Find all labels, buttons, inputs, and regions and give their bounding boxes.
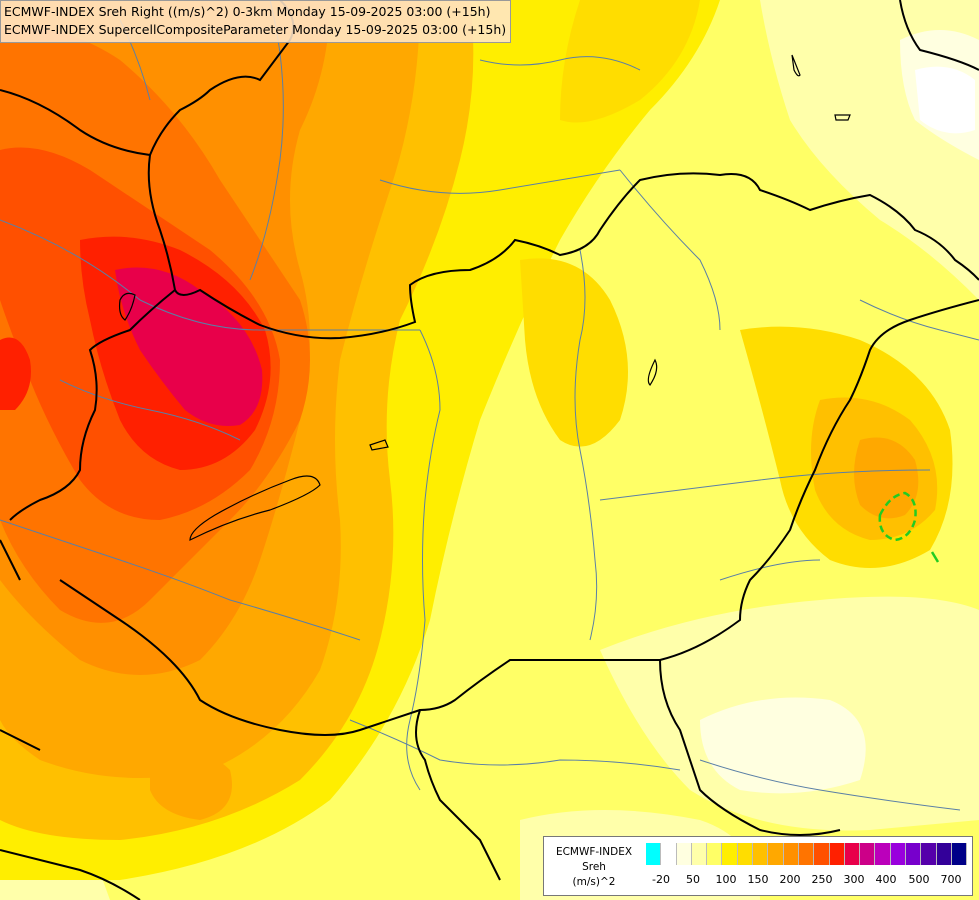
legend-swatch (722, 843, 738, 865)
legend-swatches (646, 843, 968, 865)
legend-tick-label: 500 (908, 873, 930, 886)
legend-swatch (890, 843, 907, 865)
legend-swatch (875, 843, 891, 865)
legend-tick-label: 50 (686, 873, 700, 886)
legend-tick-label: 150 (747, 873, 769, 886)
legend-tick-label: 250 (811, 873, 833, 886)
legend-swatch (737, 843, 754, 865)
legend-swatch (844, 843, 861, 865)
legend-swatch (753, 843, 769, 865)
scp-contour (878, 491, 940, 563)
legend-tick-label: 300 (843, 873, 865, 886)
lakes (118, 54, 851, 541)
legend-swatch (691, 843, 708, 865)
legend-tick-label: 400 (875, 873, 897, 886)
legend-swatch (646, 843, 662, 865)
legend-swatch (661, 843, 677, 865)
legend-swatch (798, 843, 815, 865)
title-line-helicity: ECMWF-INDEX Sreh Right ((m/s)^2) 0-3km M… (4, 4, 491, 19)
legend-swatch (707, 843, 723, 865)
legend-tick-label: 700 (940, 873, 962, 886)
legend-swatch (921, 843, 937, 865)
legend-title: ECMWF-INDEX (555, 846, 633, 858)
legend-tick-label: 100 (715, 873, 737, 886)
rivers (0, 0, 979, 811)
legend-swatch (814, 843, 830, 865)
legend-swatch (906, 843, 922, 865)
legend-swatch (860, 843, 876, 865)
title-line-scp: ECMWF-INDEX SupercellCompositeParameter … (4, 22, 507, 37)
legend-tick-label: 200 (779, 873, 801, 886)
legend-swatch (829, 843, 845, 865)
legend-ticks: -20 50 100 150 200 250 300 400 500 700 (646, 873, 968, 889)
legend-swatch (768, 843, 784, 865)
legend-swatch (676, 843, 692, 865)
legend-swatch (951, 843, 968, 865)
legend-variable: Sreh (582, 861, 606, 873)
map-title-box: ECMWF-INDEX Sreh Right ((m/s)^2) 0-3km M… (0, 0, 512, 43)
legend-label: ECMWF-INDEX Sreh (m/s)^2 (544, 845, 644, 890)
color-legend: ECMWF-INDEX Sreh (m/s)^2 -20 50 100 150 200 2… (543, 836, 973, 896)
legend-tick-label: -20 (652, 873, 670, 886)
legend-swatch (783, 843, 799, 865)
legend-unit: (m/s)^2 (572, 876, 616, 888)
legend-swatch (936, 843, 952, 865)
